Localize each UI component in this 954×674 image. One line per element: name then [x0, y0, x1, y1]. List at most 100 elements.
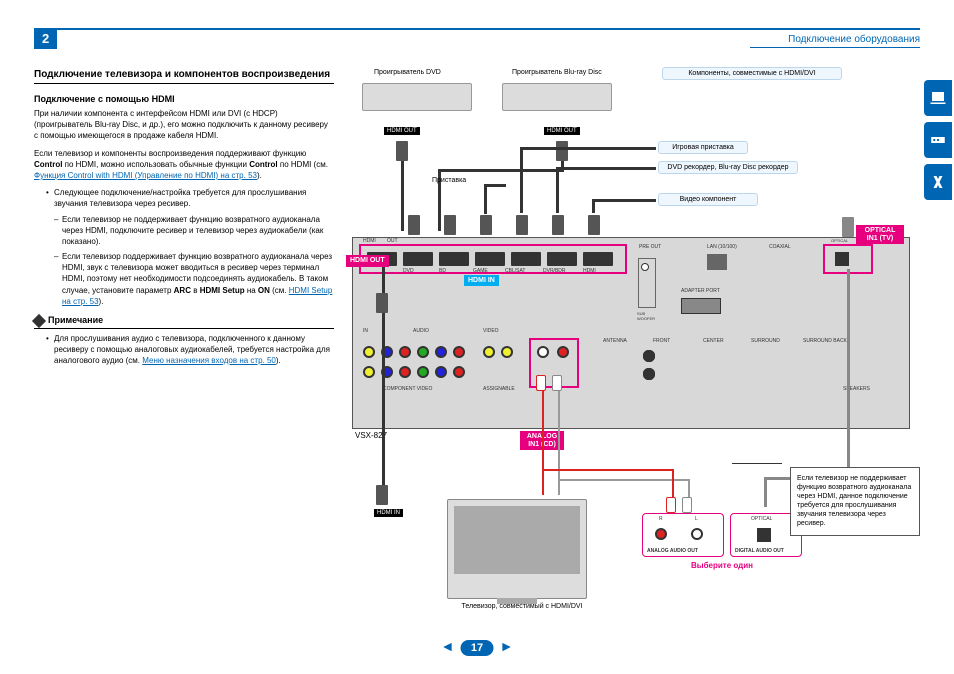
rca-r4	[453, 366, 465, 378]
cable-vc-h	[592, 199, 656, 202]
tab-manual-icon[interactable]	[924, 80, 952, 116]
label-game: Игровая приставка	[658, 141, 748, 154]
port-dvr: DVR/BDR	[543, 268, 566, 274]
select-label: Выберите один	[642, 561, 802, 570]
hdmi-port-2	[439, 252, 469, 266]
prev-page-arrow[interactable]: ◄	[441, 638, 455, 654]
lan-port	[707, 254, 727, 270]
coaxial-label: COAXIAL	[769, 244, 791, 250]
optical-port	[835, 252, 849, 266]
dvd-player	[362, 83, 472, 111]
label-dvd: Проигрыватель DVD	[374, 69, 441, 76]
cable-vc-v	[592, 199, 595, 213]
receiver-panel: HDMI OUT DVD BD GAME CBL/S	[352, 237, 910, 429]
diagram-area: Проигрыватель DVD Проигрыватель Blu-ray …	[352, 69, 912, 589]
rca-g1	[417, 346, 429, 358]
info-box: Если телевизор не поддерживает функцию в…	[790, 467, 920, 536]
text-column: Подключение телевизора и компонентов вос…	[34, 69, 334, 589]
center-label: CENTER	[703, 338, 724, 344]
cable-game-v	[520, 147, 523, 213]
plug-in-3	[480, 215, 492, 235]
rca-y1	[363, 346, 375, 358]
link-control-hdmi[interactable]: Функция Control with HDMI (Управление по…	[34, 171, 257, 180]
cable-hdmiout	[382, 267, 385, 293]
tv-label: Телевизор, совместимый с HDMI/DVI	[457, 603, 587, 610]
out-optical	[757, 528, 771, 542]
cable-optical	[847, 269, 850, 489]
r-label: R	[659, 516, 663, 522]
plug-analog-r2	[666, 497, 676, 513]
link-input-menu[interactable]: Меню назначения входов на стр. 50	[142, 356, 276, 365]
rca-y2	[483, 346, 495, 358]
page-container: 2 Подключение оборудования Подключение т…	[0, 0, 954, 674]
sub-bullet-1: Если телевизор не поддерживает функцию в…	[54, 214, 334, 248]
rca-y4	[363, 366, 375, 378]
analog-out-label: ANALOG AUDIO OUT	[647, 548, 698, 554]
hdmi-port-1	[403, 252, 433, 266]
bullet-1: Следующее подключение/настройка требуетс…	[46, 187, 334, 209]
preout-label: PRE OUT	[639, 244, 661, 250]
rca-g2	[417, 366, 429, 378]
plug-in-6	[588, 215, 600, 235]
lan-label: LAN (10/100)	[707, 244, 737, 250]
hdmi-out-label: HDMI OUT	[346, 255, 389, 267]
label-components: Компоненты, совместимые с HDMI/DVI	[662, 67, 842, 80]
analog-r	[557, 346, 569, 358]
label-dvdrec: DVD рекордер, Blu-ray Disc рекордер	[658, 161, 798, 174]
cable-analog-r	[542, 391, 544, 495]
spk-14	[643, 350, 655, 362]
page-number-nav: ◄ 17 ►	[437, 638, 518, 656]
tv	[447, 499, 587, 599]
port-dvd: DVD	[403, 268, 414, 274]
adapter-port	[681, 298, 721, 314]
analog-out-box: R L ANALOG AUDIO OUT	[642, 513, 724, 557]
surround-label: SURROUND	[751, 338, 780, 344]
optical-header: OPTICAL	[831, 238, 848, 243]
note-icon	[32, 314, 46, 328]
cable-game-h	[520, 147, 656, 150]
plug-hdmiout	[376, 293, 388, 313]
next-page-arrow[interactable]: ►	[500, 638, 514, 654]
cable-dvd	[401, 161, 404, 231]
header-row: 2 Подключение оборудования	[34, 30, 920, 51]
analog-l	[537, 346, 549, 358]
plug-optical	[842, 217, 854, 237]
cable-opt-v	[764, 477, 767, 507]
side-tabs	[924, 80, 954, 206]
cable-dvr-h	[556, 167, 656, 170]
cable-analog-rv2	[672, 469, 674, 497]
plug-in-4	[516, 215, 528, 235]
tv-screen	[454, 506, 580, 574]
leader-line	[732, 463, 782, 464]
adapter-label: ADAPTER PORT	[681, 288, 720, 294]
l-label: L	[695, 516, 698, 522]
cable-analog-lv2	[688, 479, 690, 497]
plug-in-2	[444, 215, 456, 235]
rca-y3	[501, 346, 513, 358]
port-cblsat: CBL/SAT	[505, 268, 525, 274]
section-title: Подключение телевизора и компонентов вос…	[34, 69, 334, 84]
port-hdmiin-tv: HDMI IN	[374, 509, 403, 517]
para-2: Если телевизор и компоненты воспроизведе…	[34, 148, 334, 182]
bluray-player	[502, 83, 612, 111]
sub-title: Подключение с помощью HDMI	[34, 94, 334, 104]
sub-bullet-2: Если телевизор поддерживает функцию возв…	[54, 251, 334, 307]
chapter-badge: 2	[34, 28, 57, 49]
out-header: OUT	[387, 238, 398, 244]
hdmi-port-3	[475, 252, 505, 266]
front-label: FRONT	[653, 338, 670, 344]
tab-settings-icon[interactable]	[924, 164, 952, 200]
hdmi-port-5	[547, 252, 577, 266]
note-list: Для прослушивания аудио с телевизора, по…	[46, 333, 334, 367]
tab-connection-icon[interactable]	[924, 122, 952, 158]
subwoofer-label: SUB WOOFER	[637, 311, 655, 321]
port-hdmi: HDMI	[583, 268, 596, 274]
label-bluray: Проигрыватель Blu-ray Disc	[512, 69, 602, 76]
chapter-title: Подключение оборудования	[750, 34, 920, 48]
plug-tv	[376, 485, 388, 505]
port-hdmiout-1: HDMI OUT	[384, 127, 420, 135]
cable-tv-v	[382, 313, 385, 485]
plug-in-1	[408, 215, 420, 235]
port-game: GAME	[473, 268, 488, 274]
para-1: При наличии компонента с интерфейсом HDM…	[34, 108, 334, 142]
